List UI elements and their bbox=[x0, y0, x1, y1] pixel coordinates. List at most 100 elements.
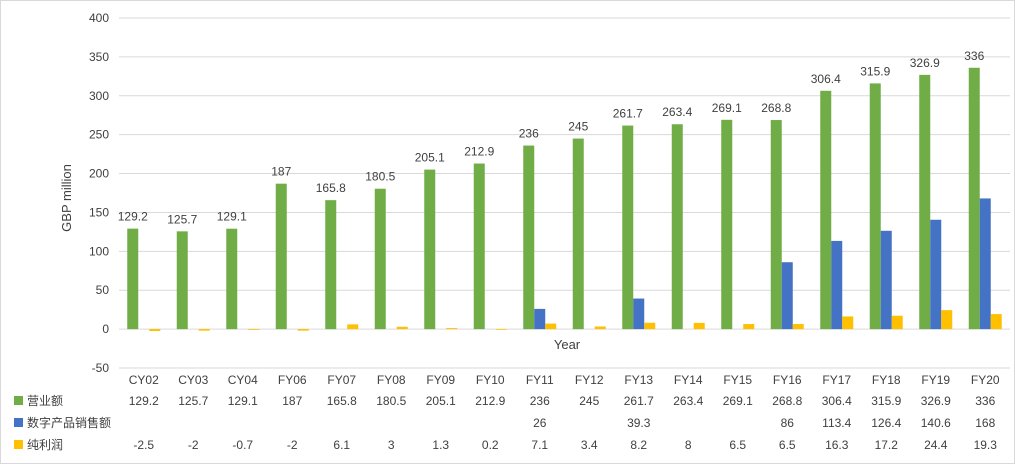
table-cell: 315.9 bbox=[871, 394, 901, 408]
bar-profit bbox=[842, 316, 854, 330]
legend-key bbox=[14, 418, 23, 427]
table-cell: 212.9 bbox=[475, 394, 505, 408]
bar-digital bbox=[979, 198, 991, 330]
x-tick-label: FY16 bbox=[773, 373, 802, 387]
table-cell: -2 bbox=[188, 438, 199, 452]
table-cell: 326.9 bbox=[921, 394, 951, 408]
y-tick-label: 350 bbox=[89, 50, 109, 64]
x-tick-label: FY14 bbox=[674, 373, 703, 387]
table-cell: 129.1 bbox=[228, 394, 258, 408]
table-cell: 8.2 bbox=[630, 438, 647, 452]
table-cell: 336 bbox=[975, 394, 995, 408]
table-cell: 261.7 bbox=[624, 394, 654, 408]
table-cell: 205.1 bbox=[426, 394, 456, 408]
legend-key bbox=[14, 396, 23, 405]
bar-profit bbox=[446, 328, 458, 330]
bar-profit bbox=[347, 324, 359, 330]
data-label: 205.1 bbox=[415, 151, 445, 165]
bar-profit bbox=[644, 322, 656, 330]
table-cell: 3.4 bbox=[581, 438, 598, 452]
x-tick-label: FY11 bbox=[526, 373, 554, 387]
y-tick-label: -50 bbox=[92, 361, 110, 375]
y-tick-label: 250 bbox=[89, 128, 109, 142]
table-cell: -2.5 bbox=[133, 438, 154, 452]
table-cell: 168 bbox=[975, 416, 995, 430]
grid-layer: -50 0 50 100 150 200 250 300 350 400 bbox=[89, 11, 1010, 375]
bar-turnover bbox=[424, 169, 436, 330]
y-tick-label: 200 bbox=[89, 167, 109, 181]
bar-turnover bbox=[869, 83, 881, 330]
data-label: 180.5 bbox=[365, 170, 395, 184]
x-tick-label: FY10 bbox=[476, 373, 505, 387]
table-cell: 165.8 bbox=[327, 394, 357, 408]
data-label: 261.7 bbox=[613, 107, 643, 121]
x-tick-label: FY20 bbox=[971, 373, 1000, 387]
table-cell: 113.4 bbox=[822, 416, 851, 430]
data-label: 236 bbox=[519, 127, 539, 141]
y-tick-label: 100 bbox=[89, 244, 109, 258]
bar-profit bbox=[891, 315, 903, 330]
x-tick-label: FY06 bbox=[278, 373, 307, 387]
table-cell: 126.4 bbox=[871, 416, 901, 430]
bar-turnover bbox=[325, 200, 337, 330]
bar-digital bbox=[880, 230, 892, 330]
bar-turnover bbox=[374, 188, 386, 330]
bar-profit bbox=[941, 310, 953, 330]
y-tick-label: 150 bbox=[89, 205, 109, 219]
y-tick-label: 400 bbox=[89, 11, 109, 25]
data-label: 125.7 bbox=[167, 212, 197, 226]
bar-profit bbox=[396, 326, 408, 330]
data-label: 336 bbox=[964, 49, 984, 63]
legend-label: 纯利润 bbox=[27, 438, 63, 452]
table-cell: 1.3 bbox=[432, 438, 449, 452]
data-label: 212.9 bbox=[464, 145, 494, 159]
bar-profit bbox=[792, 324, 804, 330]
y-tick-label: 0 bbox=[102, 322, 109, 336]
bar-profit bbox=[495, 328, 507, 330]
bar-turnover bbox=[770, 120, 782, 330]
bar-digital bbox=[633, 298, 645, 330]
bar-profit bbox=[693, 322, 705, 330]
bar-layer bbox=[127, 67, 1002, 332]
legend-key bbox=[14, 440, 23, 449]
table-cell: 6.5 bbox=[779, 438, 796, 452]
bar-turnover bbox=[721, 119, 733, 330]
table-cell: 0.2 bbox=[482, 438, 499, 452]
data-label: 269.1 bbox=[712, 101, 742, 115]
table-cell: 26 bbox=[533, 416, 547, 430]
x-tick-label: CY02 bbox=[129, 373, 159, 387]
table-cell: 86 bbox=[781, 416, 795, 430]
legend-label: 数字产品销售额 bbox=[27, 415, 111, 430]
data-table: CY02 CY03 CY04 FY06 FY07 FY08 FY09 FY10 FY11 FY12… bbox=[14, 373, 1000, 452]
bar-profit bbox=[297, 329, 309, 331]
table-cell: 187 bbox=[282, 394, 302, 408]
data-label: 306.4 bbox=[811, 72, 841, 86]
table-cell: -2 bbox=[287, 438, 298, 452]
bar-turnover bbox=[275, 183, 287, 330]
bar-profit bbox=[545, 323, 557, 330]
y-axis-title: GBP million bbox=[59, 164, 74, 232]
data-label: 129.1 bbox=[217, 210, 247, 224]
table-cell: 6.1 bbox=[333, 438, 350, 452]
bar-profit bbox=[743, 324, 755, 330]
bar-turnover bbox=[820, 90, 832, 330]
table-cell: 6.5 bbox=[729, 438, 746, 452]
data-label: 315.9 bbox=[860, 64, 890, 78]
bar-digital bbox=[781, 262, 793, 330]
table-cell: 140.6 bbox=[921, 416, 951, 430]
bar-turnover bbox=[572, 138, 584, 330]
bar-turnover bbox=[671, 124, 683, 330]
bar-turnover bbox=[919, 74, 931, 330]
table-cell: 129.2 bbox=[129, 394, 159, 408]
table-cell: -0.7 bbox=[232, 438, 253, 452]
table-cell: 306.4 bbox=[822, 394, 852, 408]
x-tick-label: FY13 bbox=[624, 373, 653, 387]
bar-profit bbox=[149, 329, 161, 332]
data-label: 263.4 bbox=[662, 105, 692, 119]
bar-profit bbox=[198, 329, 210, 331]
x-tick-label: FY19 bbox=[921, 373, 950, 387]
x-tick-label: FY17 bbox=[822, 373, 851, 387]
bar-profit bbox=[248, 329, 260, 330]
bar-turnover bbox=[523, 145, 535, 330]
